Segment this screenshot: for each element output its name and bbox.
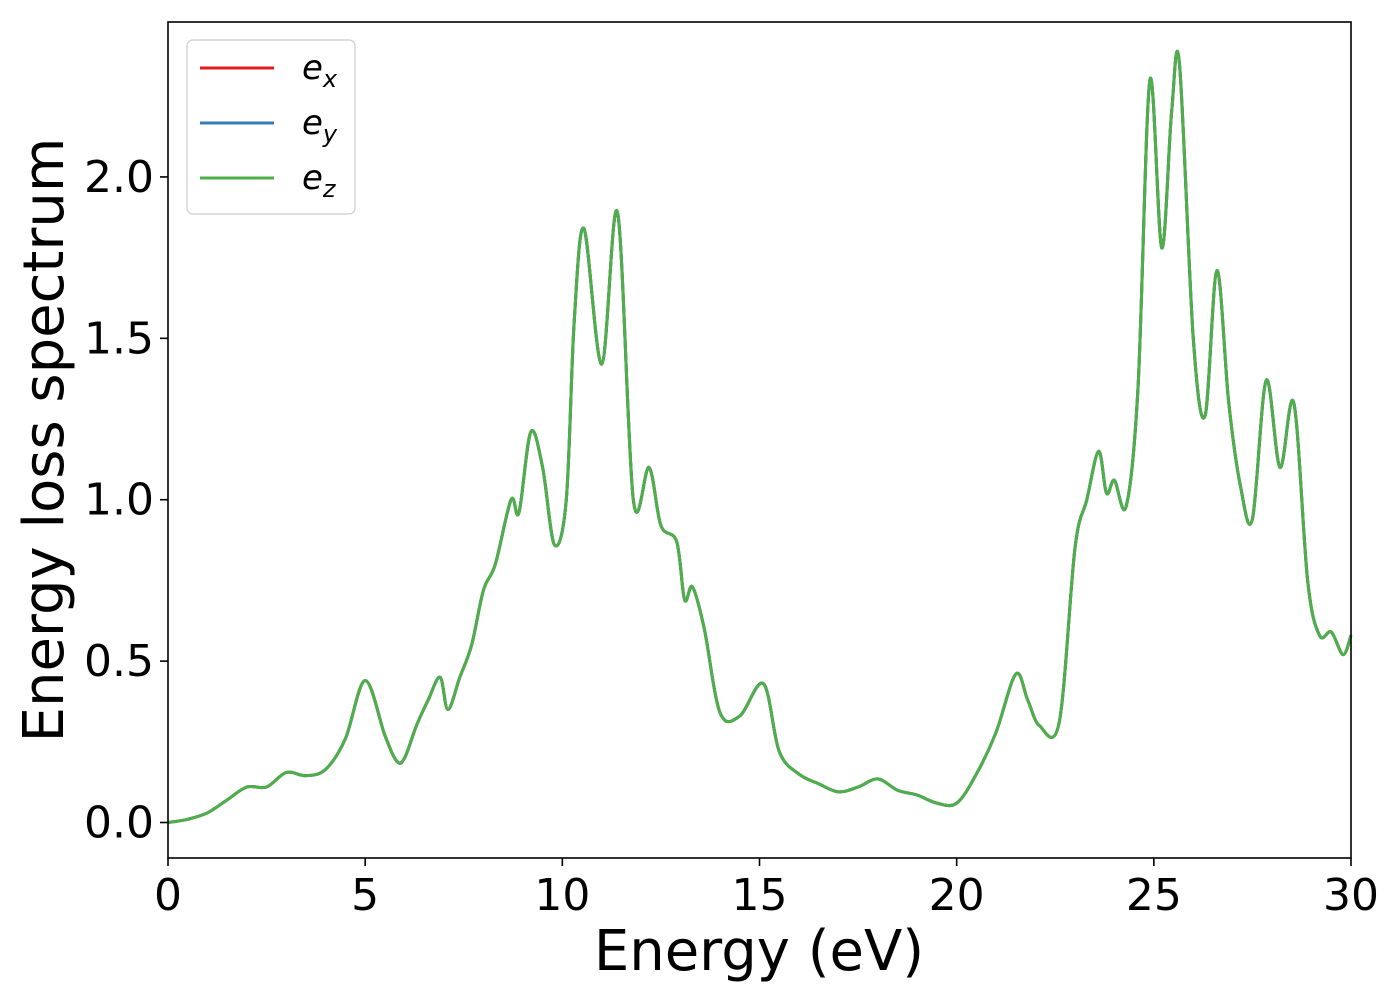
x-tick-label: 15 [732, 870, 788, 921]
y-axis-ticks: 0.0 0.5 1.0 1.5 2.0 [84, 152, 168, 848]
legend-entries: ex ey ez [200, 48, 338, 203]
y-tick-label: 2.0 [84, 152, 154, 203]
x-tick-label: 5 [351, 870, 379, 921]
x-tick-label: 10 [534, 870, 590, 921]
legend-label: ex [302, 48, 338, 93]
legend-label: ey [302, 103, 338, 148]
y-axis-title: Energy loss spectrum [12, 138, 77, 743]
x-axis-ticks: 0 5 10 15 20 25 30 [154, 858, 1379, 921]
y-tick-label: 0.5 [84, 636, 154, 687]
legend-box [186, 39, 356, 215]
x-axis-title: Energy (eV) [594, 919, 924, 984]
y-tick-label: 1.0 [84, 475, 154, 526]
series-line-e-z [167, 49, 1353, 824]
x-tick-label: 20 [929, 870, 985, 921]
x-tick-label: 25 [1126, 870, 1182, 921]
y-tick-label: 0.0 [84, 797, 154, 848]
legend: ex ey ez [186, 39, 356, 215]
series-layer [167, 49, 1353, 824]
x-tick-label: 30 [1323, 870, 1379, 921]
y-tick-label: 1.5 [84, 313, 154, 364]
legend-label: ez [302, 158, 337, 203]
x-tick-label: 0 [154, 870, 182, 921]
